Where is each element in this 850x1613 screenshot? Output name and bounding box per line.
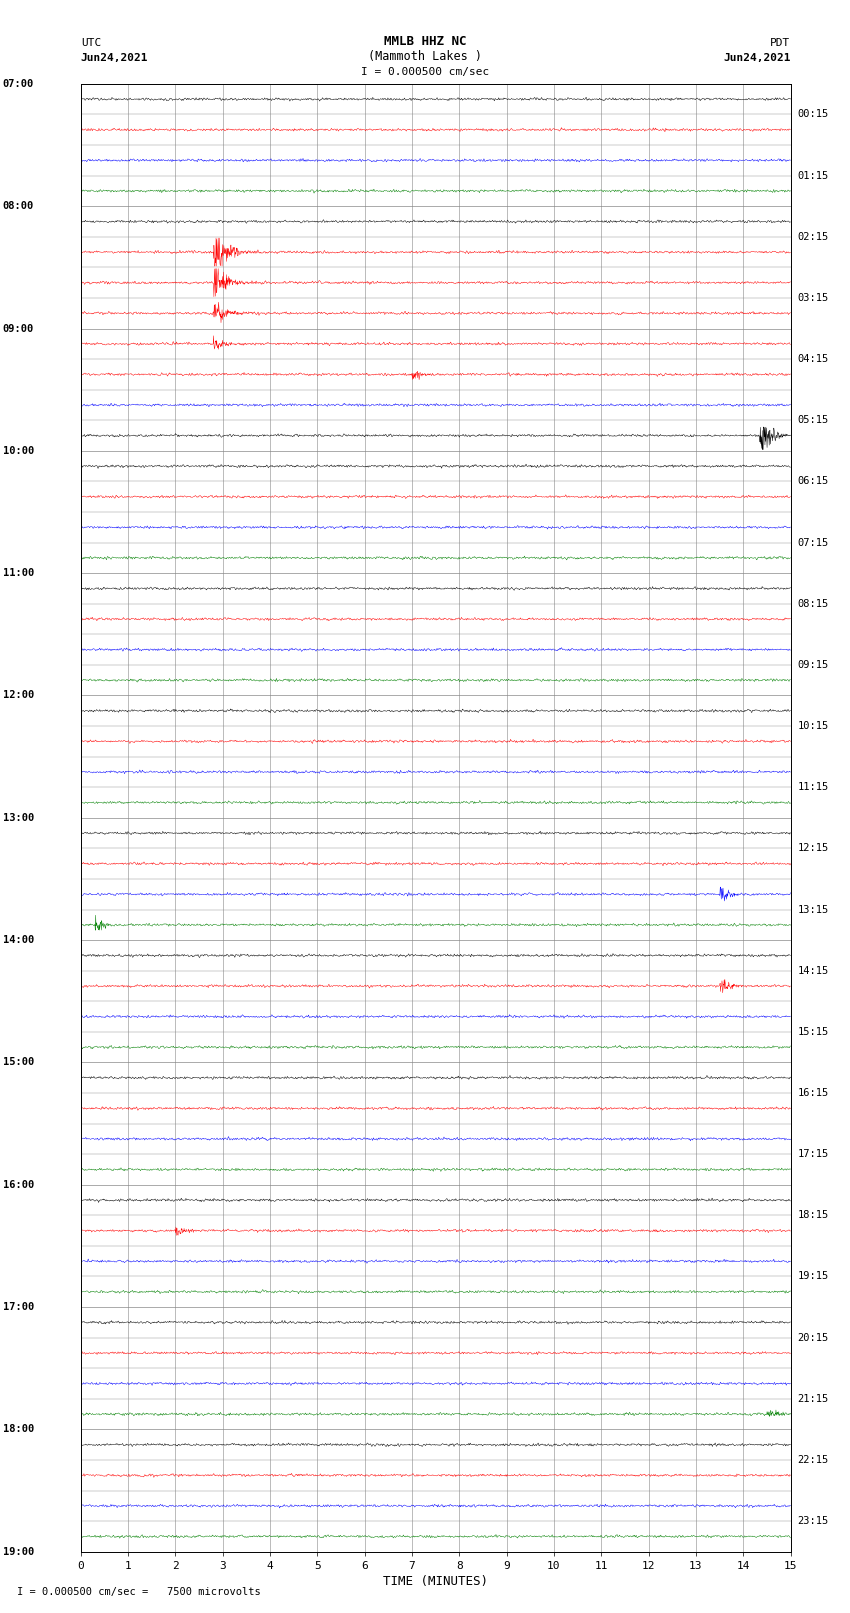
Text: 09:15: 09:15 [797,660,829,669]
Text: 15:15: 15:15 [797,1027,829,1037]
Text: 09:00: 09:00 [3,324,34,334]
Text: 20:15: 20:15 [797,1332,829,1342]
Text: 22:15: 22:15 [797,1455,829,1465]
Text: 00:15: 00:15 [797,110,829,119]
Text: 15:00: 15:00 [3,1058,34,1068]
Text: 04:15: 04:15 [797,355,829,365]
Text: 17:00: 17:00 [3,1302,34,1311]
Text: 14:00: 14:00 [3,936,34,945]
Text: 08:15: 08:15 [797,598,829,608]
Text: Jun24,2021: Jun24,2021 [723,53,791,63]
Text: 19:00: 19:00 [3,1547,34,1557]
Text: (Mammoth Lakes ): (Mammoth Lakes ) [368,50,482,63]
Text: Jun24,2021: Jun24,2021 [81,53,148,63]
Text: 21:15: 21:15 [797,1394,829,1403]
Text: 01:15: 01:15 [797,171,829,181]
Text: 02:15: 02:15 [797,232,829,242]
Text: 08:00: 08:00 [3,202,34,211]
Text: 05:15: 05:15 [797,415,829,426]
Text: 10:00: 10:00 [3,445,34,456]
Text: 11:00: 11:00 [3,568,34,577]
Text: PDT: PDT [770,39,790,48]
Text: 12:00: 12:00 [3,690,34,700]
Text: MMLB HHZ NC: MMLB HHZ NC [383,35,467,48]
Text: 16:00: 16:00 [3,1179,34,1190]
Text: UTC: UTC [81,39,101,48]
Text: 11:15: 11:15 [797,782,829,792]
Text: 23:15: 23:15 [797,1516,829,1526]
Text: 07:00: 07:00 [3,79,34,89]
Text: 17:15: 17:15 [797,1148,829,1160]
Text: 06:15: 06:15 [797,476,829,487]
Text: 07:15: 07:15 [797,537,829,547]
Text: 16:15: 16:15 [797,1089,829,1098]
Text: 03:15: 03:15 [797,294,829,303]
Text: 10:15: 10:15 [797,721,829,731]
Text: 19:15: 19:15 [797,1271,829,1281]
Text: 12:15: 12:15 [797,844,829,853]
Text: 13:15: 13:15 [797,905,829,915]
Text: 18:00: 18:00 [3,1424,34,1434]
Text: I = 0.000500 cm/sec: I = 0.000500 cm/sec [361,68,489,77]
Text: I = 0.000500 cm/sec =   7500 microvolts: I = 0.000500 cm/sec = 7500 microvolts [17,1587,261,1597]
X-axis label: TIME (MINUTES): TIME (MINUTES) [383,1574,488,1587]
Text: 13:00: 13:00 [3,813,34,823]
Text: 14:15: 14:15 [797,966,829,976]
Text: 18:15: 18:15 [797,1210,829,1221]
